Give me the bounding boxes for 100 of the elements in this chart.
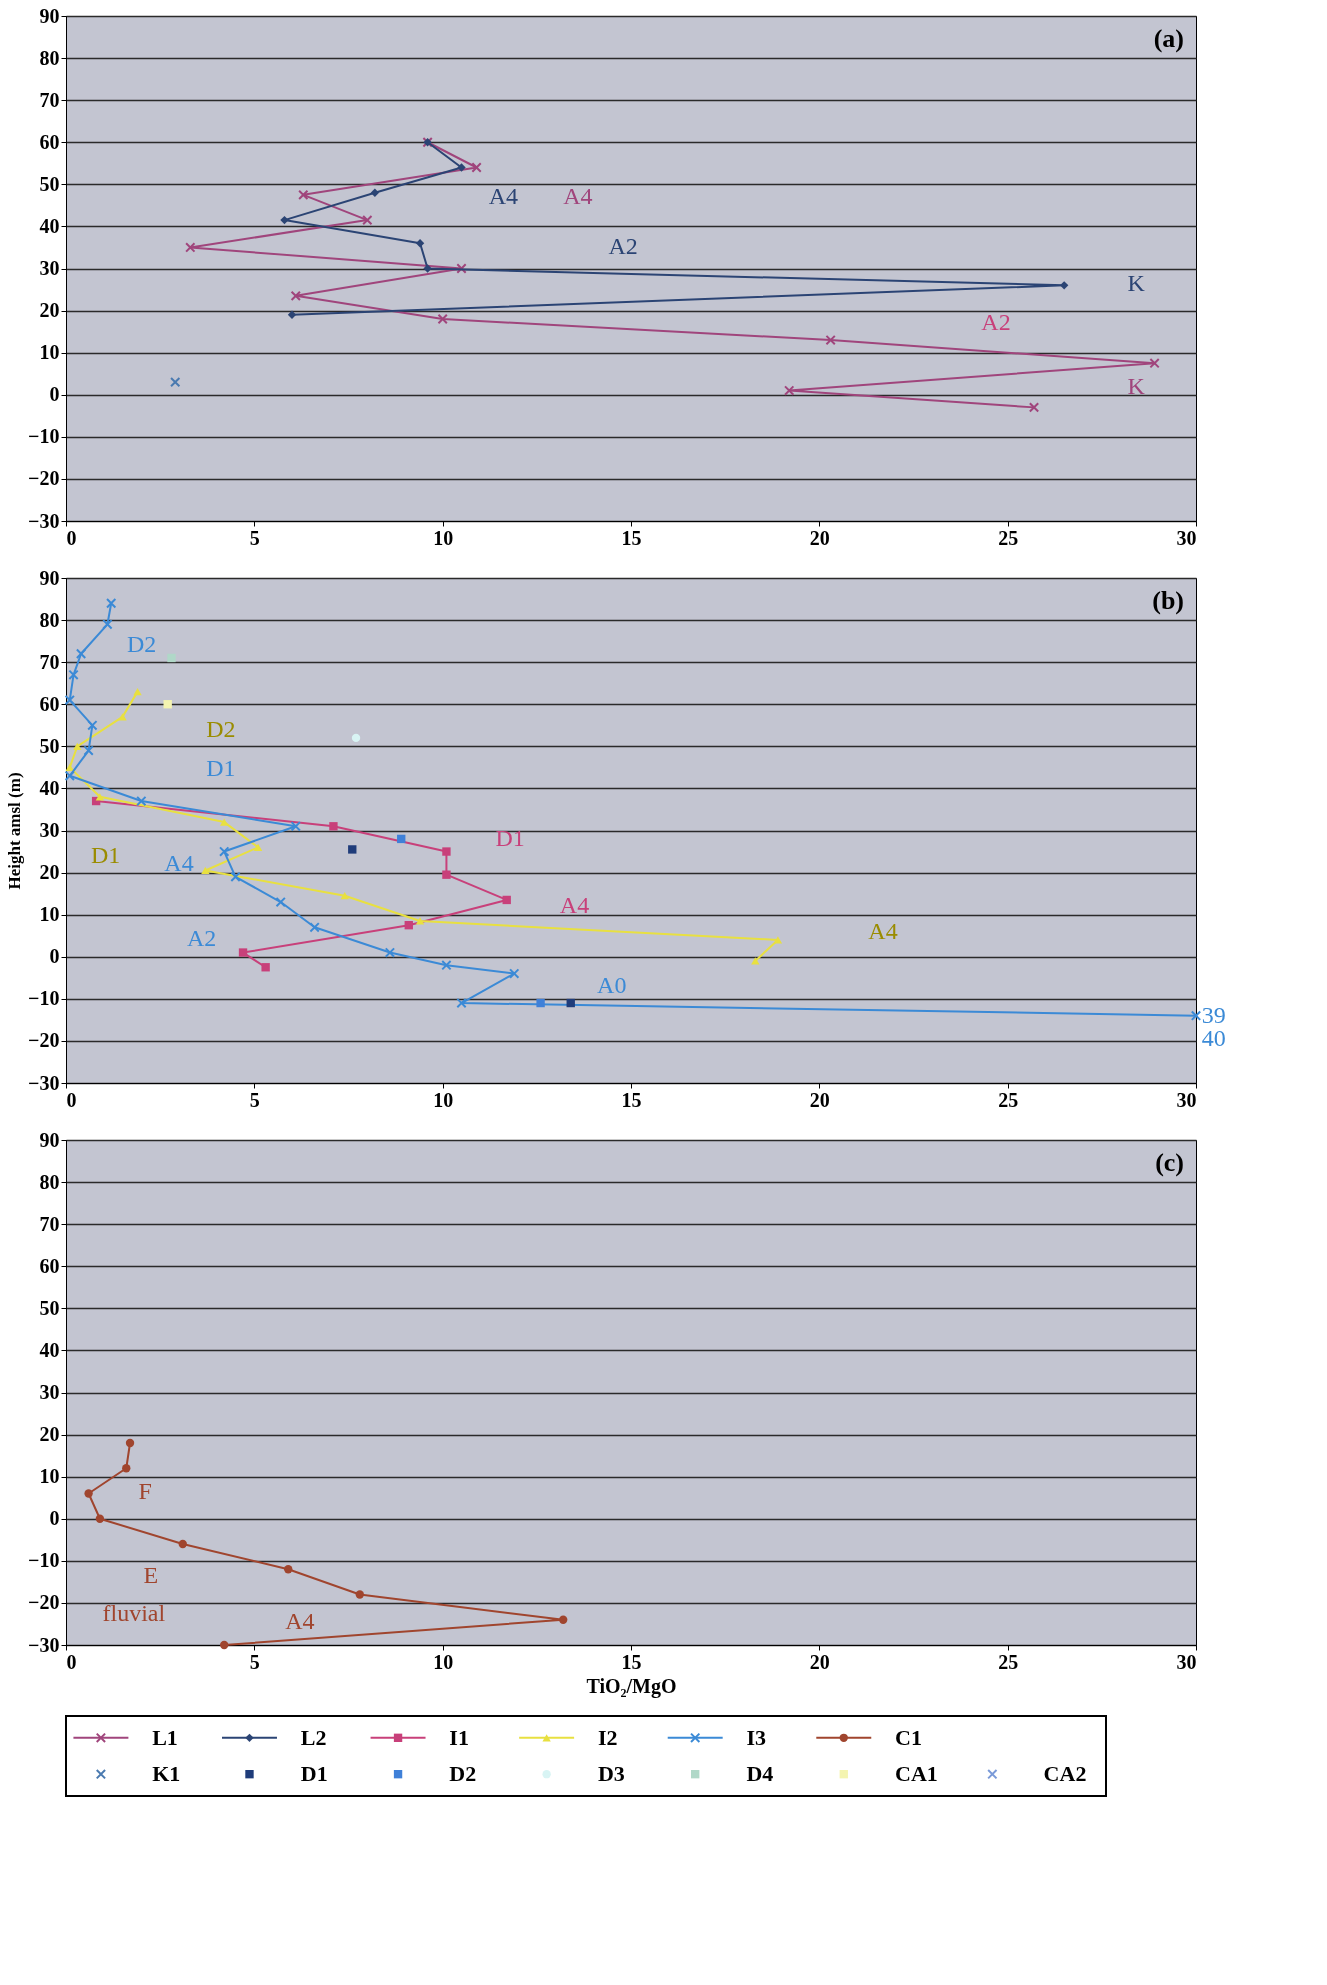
y-tick-label: 0 xyxy=(49,945,60,968)
annotation: D1 xyxy=(495,825,525,852)
legend-label: L2 xyxy=(300,1724,327,1750)
x-tick-label: 30 xyxy=(1176,1650,1197,1673)
annotation: A0 xyxy=(597,972,627,999)
x-axis-title: TiO₂/MgO xyxy=(586,1674,677,1698)
legend-label: I2 xyxy=(597,1724,618,1750)
point xyxy=(457,163,466,172)
x-tick-label: 30 xyxy=(1176,526,1197,549)
y-tick-label: 70 xyxy=(39,88,60,111)
legend-label: CA2 xyxy=(1043,1761,1087,1787)
legend-label: D4 xyxy=(746,1761,774,1787)
x-tick-label: 15 xyxy=(621,526,642,549)
annotation: D1 xyxy=(206,755,236,782)
legend-label: K1 xyxy=(152,1761,181,1787)
y-axis-title: Height amsl (m) xyxy=(5,772,25,890)
x-tick-label: 30 xyxy=(1176,1088,1197,1111)
x-tick-label: 5 xyxy=(249,1650,260,1673)
y-tick-label: 10 xyxy=(39,903,60,926)
point xyxy=(370,188,380,197)
y-tick-label: −20 xyxy=(28,1591,60,1614)
y-tick-label: 20 xyxy=(39,1423,60,1446)
y-tick-label: 50 xyxy=(39,172,60,195)
annotation: fluvial xyxy=(102,1599,166,1626)
y-tick-label: 80 xyxy=(39,608,60,631)
x-tick-label: 0 xyxy=(66,1088,77,1111)
legend-label: I3 xyxy=(746,1724,767,1750)
point xyxy=(1028,402,1040,413)
point xyxy=(287,310,297,319)
annotation: A4 xyxy=(563,182,593,209)
y-tick-label: −30 xyxy=(28,1633,60,1656)
y-tick-label: −10 xyxy=(28,987,60,1010)
point xyxy=(784,385,795,396)
point xyxy=(415,239,425,248)
y-tick-label: 10 xyxy=(39,1465,60,1488)
y-tick-label: 30 xyxy=(39,257,60,279)
x-tick-label: 10 xyxy=(433,1650,454,1673)
y-tick-label: 70 xyxy=(39,1212,60,1235)
legend-label: C1 xyxy=(895,1724,922,1750)
x-tick-label: 5 xyxy=(249,1088,260,1111)
y-tick-label: 60 xyxy=(39,692,60,715)
chart-title: (c) xyxy=(1155,1148,1184,1177)
x-tick-label: 20 xyxy=(809,1650,830,1673)
y-tick-label: 10 xyxy=(39,341,60,364)
point xyxy=(471,162,482,173)
y-tick-label: 40 xyxy=(39,214,60,237)
y-tick-label: −30 xyxy=(28,1071,60,1094)
point xyxy=(1059,281,1069,290)
y-tick-label: 50 xyxy=(39,734,60,757)
annotation: K xyxy=(1127,373,1146,400)
y-tick-label: −10 xyxy=(28,425,60,448)
y-tick-label: 60 xyxy=(39,130,60,153)
annotation: D1 xyxy=(90,841,121,868)
x-tick-label: 5 xyxy=(249,526,260,549)
y-tick-label: 80 xyxy=(39,1170,60,1193)
point xyxy=(280,215,289,225)
annotation: E xyxy=(143,1561,159,1588)
y-tick-label: 30 xyxy=(39,1381,60,1403)
legend-label: CA1 xyxy=(895,1761,938,1787)
legend-label: D2 xyxy=(449,1761,477,1787)
y-tick-label: −20 xyxy=(28,467,60,490)
point xyxy=(456,263,467,274)
y-tick-label: 0 xyxy=(49,383,60,406)
legend-label: D1 xyxy=(300,1761,328,1787)
x-tick-label: 20 xyxy=(809,1088,830,1111)
annotation: D2 xyxy=(127,631,157,658)
y-tick-label: −20 xyxy=(28,1029,60,1052)
annotation: A4 xyxy=(164,850,194,877)
y-tick-label: 50 xyxy=(39,1296,60,1319)
y-tick-label: 20 xyxy=(39,861,60,884)
annotation: K xyxy=(1127,269,1146,296)
annotation: A4 xyxy=(285,1608,315,1635)
point xyxy=(170,376,181,388)
x-tick-label: 25 xyxy=(998,1088,1019,1111)
y-tick-label: −10 xyxy=(28,1549,60,1572)
y-tick-label: 40 xyxy=(39,1338,60,1361)
annotation: F xyxy=(138,1477,152,1504)
chart-title: (b) xyxy=(1152,586,1184,615)
point xyxy=(185,242,196,253)
x-tick-label: 20 xyxy=(809,526,830,549)
x-tick-label: 0 xyxy=(66,1650,77,1673)
legend-label: I1 xyxy=(449,1724,469,1750)
y-tick-label: 30 xyxy=(39,819,60,841)
point xyxy=(437,313,448,325)
y-tick-label: 80 xyxy=(39,46,60,69)
x-tick-label: 10 xyxy=(433,526,454,549)
annotation: A2 xyxy=(608,233,638,260)
point xyxy=(825,334,836,346)
point xyxy=(423,264,432,273)
x-tick-label: 15 xyxy=(621,1088,642,1111)
annotation: D2 xyxy=(206,715,236,742)
point xyxy=(298,189,309,201)
legend-label: D3 xyxy=(597,1761,625,1787)
point xyxy=(1149,358,1160,369)
annotation: A4 xyxy=(488,182,518,209)
y-tick-label: 90 xyxy=(39,566,60,589)
y-tick-label: 60 xyxy=(39,1254,60,1277)
y-tick-label: 0 xyxy=(49,1507,60,1530)
annotation: A2 xyxy=(981,309,1011,336)
legend-label: L1 xyxy=(152,1724,178,1750)
